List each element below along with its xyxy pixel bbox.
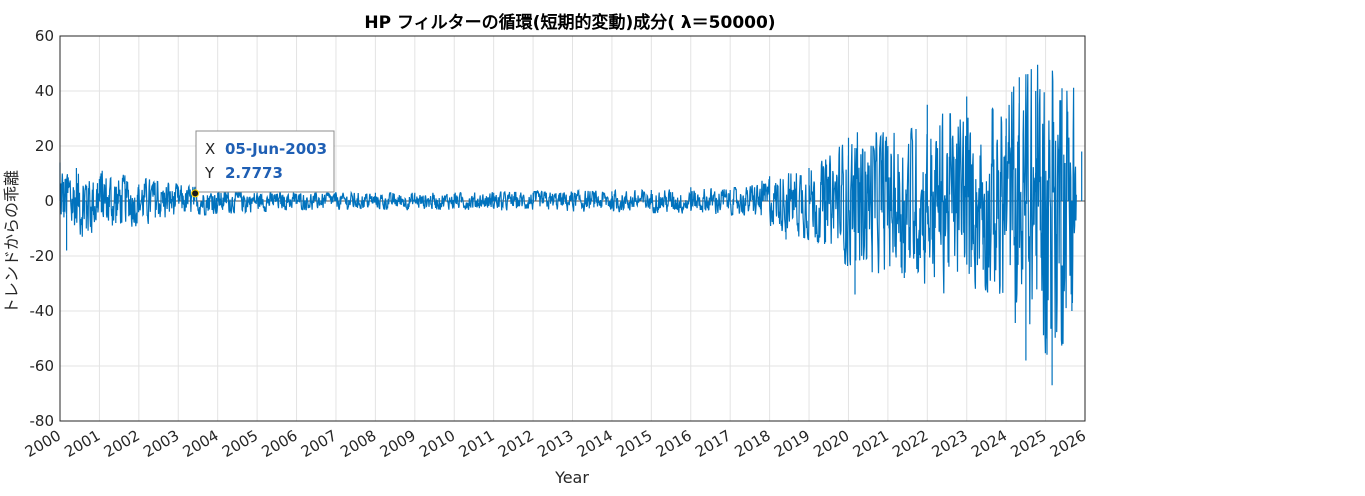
datatip-x-value: 05-Jun-2003: [225, 140, 327, 158]
datatip-y-value: 2.7773: [225, 164, 283, 182]
y-tick-label: -40: [30, 302, 55, 320]
x-tick-label: 2011: [456, 426, 498, 461]
x-tick-label: 2002: [101, 426, 143, 461]
x-tick-label: 2025: [1008, 426, 1050, 461]
x-axis-label: Year: [554, 468, 589, 487]
plot-area: -80-60-40-200204060200020012002200320042…: [22, 27, 1089, 461]
x-tick-label: 2005: [219, 426, 261, 461]
x-tick-label: 2022: [889, 426, 931, 461]
x-tick-label: 2016: [653, 426, 695, 461]
x-tick-label: 2007: [298, 426, 340, 461]
x-tick-label: 2015: [613, 426, 655, 461]
x-tick-label: 2017: [692, 426, 734, 461]
y-tick-label: 40: [35, 82, 54, 100]
y-tick-label: 20: [35, 137, 54, 155]
chart-title: HP フィルターの循環(短期的変動)成分( λ＝50000): [364, 12, 775, 33]
x-tick-label: 2019: [771, 426, 813, 461]
datatip[interactable]: X 05-Jun-2003 Y 2.7773: [191, 130, 335, 198]
x-tick-label: 2013: [534, 426, 576, 461]
x-tick-label: 2018: [732, 426, 774, 461]
datatip-marker[interactable]: [191, 189, 200, 198]
y-tick-label: -20: [30, 247, 55, 265]
y-tick-label: -80: [30, 412, 55, 430]
y-tick-label: 60: [35, 27, 54, 45]
x-tick-label: 2008: [337, 426, 379, 461]
x-tick-label: 2020: [810, 426, 852, 461]
y-axis-label: トレンドからの乖離: [2, 170, 21, 314]
x-tick-label: 2006: [258, 426, 300, 461]
axes-box: [59, 35, 1086, 422]
datatip-y-label: Y: [204, 164, 215, 182]
datatip-box: [195, 130, 335, 193]
x-tick-label: 2012: [495, 426, 537, 461]
x-tick-label: 2003: [140, 426, 182, 461]
x-tick-label: 2023: [929, 426, 971, 461]
x-tick-label: 2026: [1047, 426, 1089, 461]
x-tick-label: 2010: [416, 426, 458, 461]
x-tick-label: 2024: [968, 426, 1010, 461]
x-tick-label: 2001: [61, 426, 103, 461]
datatip-x-label: X: [205, 140, 215, 158]
x-tick-label: 2004: [180, 426, 222, 461]
x-tick-label: 2021: [850, 426, 892, 461]
x-tick-label: 2014: [574, 426, 616, 461]
y-tick-label: 0: [44, 192, 54, 210]
y-tick-label: -60: [30, 357, 55, 375]
x-tick-label: 2000: [22, 426, 64, 461]
x-tick-label: 2009: [377, 426, 419, 461]
